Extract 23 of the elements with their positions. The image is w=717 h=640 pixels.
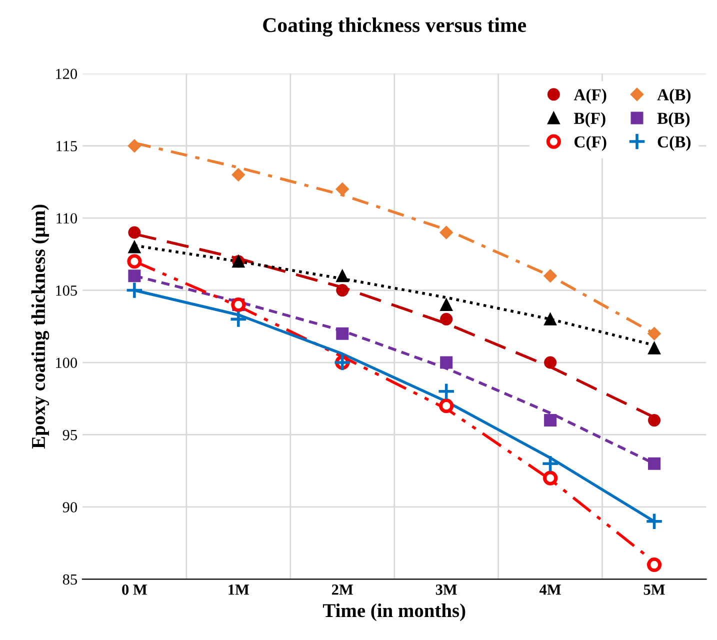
legend-label: A(B) bbox=[657, 88, 691, 104]
x-tick-label: 0 M bbox=[122, 584, 147, 595]
y-tick-label: 100 bbox=[56, 358, 78, 368]
legend-label: B(B) bbox=[657, 112, 690, 128]
legend-label: B(F) bbox=[574, 112, 606, 128]
y-tick-label: 95 bbox=[62, 430, 77, 440]
y-tick-label: 105 bbox=[56, 285, 77, 296]
chart-title: Coating thickness versus time bbox=[263, 17, 526, 37]
legend-label: A(F) bbox=[574, 88, 606, 104]
x-tick-label: 5M bbox=[644, 584, 665, 595]
x-axis-title: Time (in months) bbox=[322, 603, 466, 622]
y-tick-label: 90 bbox=[62, 502, 78, 512]
y-tick-label: 115 bbox=[56, 141, 77, 152]
legend-label: C(F) bbox=[574, 136, 606, 151]
y-tick-label: 85 bbox=[62, 574, 77, 585]
y-tick-label: 120 bbox=[56, 68, 78, 80]
x-tick-label: 2M bbox=[332, 584, 353, 595]
legend-label: C(B) bbox=[658, 136, 691, 151]
x-tick-label: 3M bbox=[436, 584, 457, 595]
y-axis-title: Epoxy coating thickness (µm) bbox=[31, 204, 50, 449]
x-tick-label: 4M bbox=[539, 584, 561, 595]
y-tick-label: 110 bbox=[56, 213, 78, 224]
x-tick-label: 1M bbox=[228, 584, 249, 595]
